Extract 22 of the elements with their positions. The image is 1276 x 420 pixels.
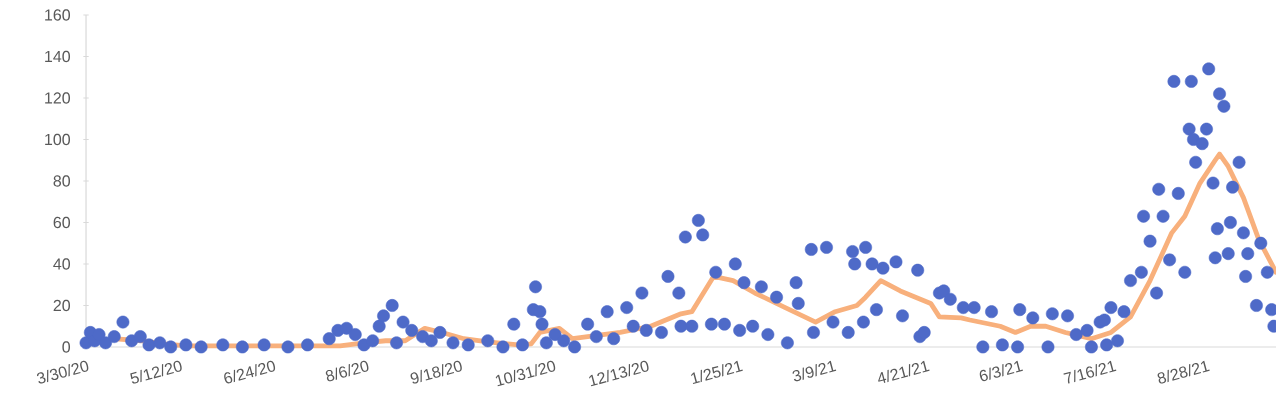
x-tick-label: 9/18/20 <box>410 360 462 384</box>
y-tick-label: 120 <box>45 92 71 104</box>
x-tick-label: 1/25/21 <box>691 360 743 385</box>
y-tick-label: 140 <box>45 50 71 63</box>
y-tick-label: 20 <box>53 299 71 312</box>
x-tick-label: 8/6/20 <box>325 360 369 382</box>
x-tick-label: 3/9/21 <box>792 360 837 382</box>
x-tick-label: 3/30/20 <box>36 360 89 384</box>
x-tick-label: 7/16/21 <box>1063 360 1117 384</box>
x-tick-label: 8/28/21 <box>1157 360 1210 384</box>
x-tick-label: 4/21/21 <box>878 360 930 383</box>
x-tick-label: 5/12/20 <box>130 360 182 384</box>
y-tick-label: 160 <box>45 9 71 21</box>
y-tick-label: 0 <box>62 341 71 353</box>
x-tick-label: 10/31/20 <box>495 360 556 387</box>
y-tick-label: 40 <box>53 258 71 270</box>
x-tick-label: 12/13/20 <box>589 360 649 387</box>
y-tick-label: 80 <box>53 175 71 187</box>
x-tick-label: 6/3/21 <box>979 360 1023 382</box>
y-tick-label: 60 <box>53 216 71 229</box>
y-tick-label: 100 <box>45 133 71 146</box>
x-tick-label: 6/24/20 <box>224 360 276 384</box>
